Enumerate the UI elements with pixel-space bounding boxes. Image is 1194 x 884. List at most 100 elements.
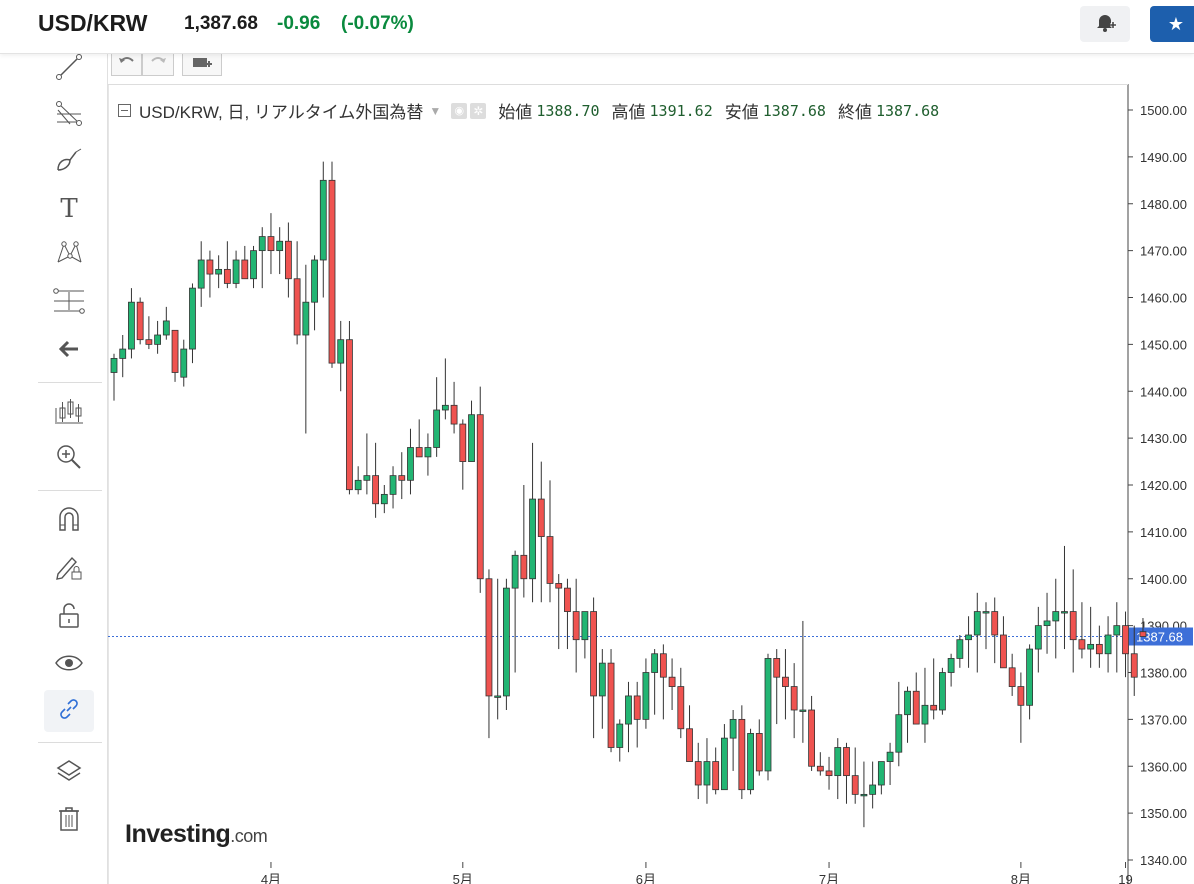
settings-gear-icon[interactable]: ✲: [470, 102, 487, 119]
camera-icon: [191, 55, 213, 74]
candle-body: [799, 709, 807, 712]
candle-body: [267, 236, 275, 252]
candle-body: [250, 250, 257, 280]
magnet-button[interactable]: [44, 500, 94, 542]
candle-body: [468, 414, 475, 462]
candle-body: [293, 278, 301, 336]
undo-button[interactable]: [111, 54, 142, 76]
candle-body: [1034, 625, 1042, 650]
x-tick-label: 4月: [261, 872, 281, 884]
chart-toolbar: [108, 54, 1194, 84]
toolbar-divider: [38, 742, 102, 743]
candle-body: [1087, 643, 1095, 650]
candle-body: [1078, 639, 1086, 650]
candle-body: [581, 611, 589, 641]
screenshot-button[interactable]: [182, 54, 222, 76]
candle-body: [441, 404, 449, 411]
candle-body: [537, 498, 545, 537]
candle-body: [790, 686, 798, 711]
unlock-icon: [56, 600, 82, 635]
fib-tool[interactable]: [44, 94, 94, 136]
candle-body: [520, 554, 528, 580]
create-alert-button[interactable]: [1080, 6, 1130, 42]
close-value: 1387.68: [875, 101, 940, 120]
text-tool[interactable]: T: [44, 188, 94, 230]
brush-tool[interactable]: [44, 140, 94, 182]
add-to-watchlist-button[interactable]: ★: [1150, 6, 1194, 42]
remove-drawings-button[interactable]: [44, 800, 94, 842]
candle-body: [415, 447, 423, 458]
high-label: 高値: [611, 103, 646, 122]
candle-body: [223, 268, 231, 284]
visibility-button[interactable]: [44, 644, 94, 686]
candle-body: [1017, 686, 1025, 706]
measure-tool[interactable]: [44, 282, 94, 324]
star-icon: ★: [1167, 13, 1185, 34]
redo-button[interactable]: [142, 54, 174, 76]
open-value: 1388.70: [536, 101, 600, 120]
candle-body: [1095, 643, 1103, 655]
candlestick-chart[interactable]: 1340.001350.001360.001370.001380.001390.…: [108, 84, 1194, 884]
candle-body: [694, 761, 702, 786]
candle-body: [1052, 611, 1060, 622]
candle-body: [564, 587, 571, 612]
y-tick-label: 1380.00: [1140, 666, 1187, 681]
link-icon: [56, 696, 82, 727]
candle-body: [1130, 653, 1138, 678]
legend-title[interactable]: USD/KRW, 日, リアルタイム外国為替: [139, 103, 424, 122]
y-tick-label: 1410.00: [1140, 525, 1187, 540]
candle-body: [197, 259, 205, 289]
trend-line-tool[interactable]: [44, 48, 94, 90]
candle-body: [494, 695, 502, 698]
y-tick-label: 1470.00: [1140, 244, 1187, 259]
collapse-legend-icon[interactable]: [118, 104, 131, 117]
candle-body: [895, 714, 903, 753]
candle-body: [869, 784, 877, 795]
visibility-toggle-icon[interactable]: ◉: [451, 102, 468, 119]
logo-main: Investing: [125, 820, 231, 848]
lock-drawings-button[interactable]: [44, 548, 94, 590]
indicators-button[interactable]: [44, 392, 94, 434]
undo-icon: [118, 55, 136, 74]
pattern-tool[interactable]: [44, 234, 94, 276]
candle-body: [546, 536, 554, 584]
candle-body: [860, 793, 868, 797]
collapse-sidebar-button[interactable]: [44, 330, 94, 372]
candle-body: [904, 690, 911, 716]
candle-body: [572, 611, 580, 641]
candle-body: [302, 301, 310, 336]
price-chart[interactable]: 1340.00 1350.00 1360.00 1370.00 1380.00 1390.…: [108, 84, 1194, 884]
candle-body: [625, 695, 632, 725]
candle-body: [782, 676, 789, 687]
candle-body: [241, 259, 249, 280]
object-tree-button[interactable]: [44, 752, 94, 794]
candle-body: [590, 611, 598, 697]
open-label: 始値: [498, 103, 533, 122]
measure-icon: [52, 286, 86, 321]
candle-body: [424, 447, 432, 458]
zoom-in-button[interactable]: [44, 438, 94, 480]
candle-body: [703, 761, 711, 786]
y-tick-label: 1490.00: [1140, 150, 1187, 165]
candle-body: [764, 658, 772, 772]
candle-body: [721, 737, 728, 791]
brush-icon: [54, 144, 84, 179]
candle-body: [258, 236, 266, 252]
candle-body: [232, 259, 240, 284]
logo-suffix: .com: [230, 826, 268, 846]
candle-body: [677, 686, 685, 730]
sync-drawings-button[interactable]: [44, 690, 94, 732]
candle-body: [162, 320, 170, 336]
unlock-button[interactable]: [44, 596, 94, 638]
y-tick-label: 1460.00: [1140, 291, 1187, 306]
candle-body: [529, 498, 536, 580]
y-tick-label: 1440.00: [1140, 384, 1187, 399]
candle-body: [773, 658, 781, 678]
chevron-down-icon[interactable]: ▼: [429, 103, 442, 118]
candle-body: [1000, 634, 1007, 669]
lock-drawing-icon: [54, 552, 84, 587]
candle-body: [276, 240, 284, 252]
candle-body: [171, 329, 179, 373]
high-value: 1391.62: [649, 101, 713, 120]
layers-icon: [55, 757, 83, 790]
